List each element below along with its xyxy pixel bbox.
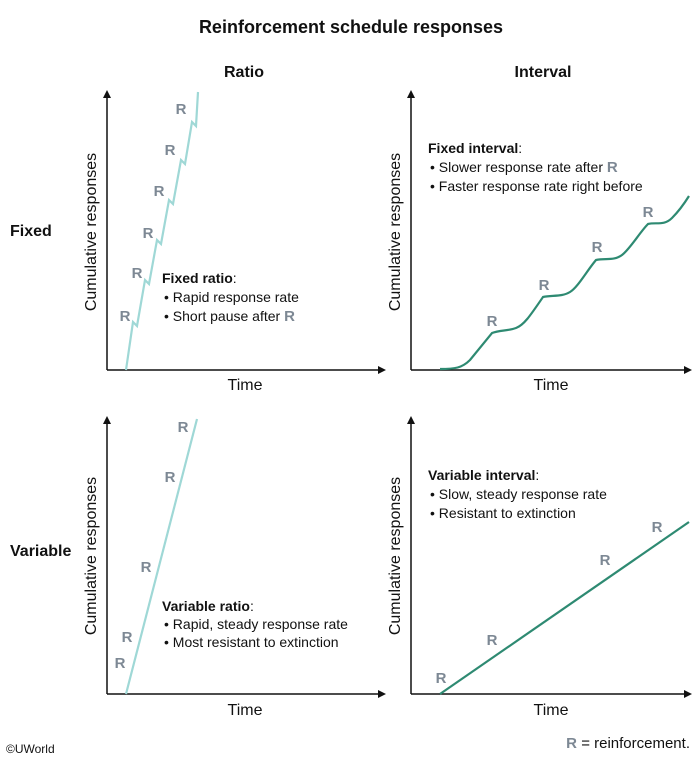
reinforcement-marker: R (436, 670, 447, 687)
reinforcement-marker: R (600, 552, 611, 569)
reinforcement-marker: R (154, 183, 165, 200)
note-heading: Fixed interval: (428, 140, 522, 156)
reinforcement-marker: R (643, 204, 654, 221)
note-heading: Variable ratio: (162, 598, 254, 614)
reinforcement-marker: R (122, 629, 133, 646)
column-header-interval: Interval (515, 64, 572, 81)
x-axis-label: Time (228, 702, 263, 719)
y-axis-label: Cumulative responses (387, 477, 404, 635)
variable-interval-line (439, 521, 690, 695)
reinforcement-marker: R (141, 559, 152, 576)
note-bullet: • Most resistant to extinction (164, 634, 339, 650)
reinforcement-marker: R (178, 419, 189, 436)
reinforcement-marker: R (165, 469, 176, 486)
row-header-fixed: Fixed (10, 223, 52, 240)
reinforcement-marker: R (143, 225, 154, 242)
reinforcement-marker: R (487, 313, 498, 330)
variable-ratio-line (124, 418, 199, 695)
note-bullet: • Slow, steady response rate (430, 486, 607, 502)
panel-fixed-interval: Time Cumulative responses R R R R Fixed … (387, 90, 692, 394)
reinforcement-marker: R (592, 239, 603, 256)
y-axis-label: Cumulative responses (83, 153, 100, 311)
note-bullet: • Short pause after R (164, 308, 295, 325)
fixed-ratio-curve (124, 91, 200, 371)
reinforcement-marker: R (115, 655, 126, 672)
reinforcement-marker: R (120, 308, 131, 325)
note-bullet: • Rapid, steady response rate (164, 616, 348, 632)
x-axis-label: Time (228, 377, 263, 394)
y-axis-label: Cumulative responses (387, 153, 404, 311)
reinforcement-marker: R (487, 632, 498, 649)
panel-fixed-ratio: Time Cumulative responses R R R R R R Fi… (83, 90, 386, 394)
legend: R = reinforcement. (566, 735, 690, 752)
fixed-interval-curve (439, 195, 690, 371)
row-header-variable: Variable (10, 543, 71, 560)
note-heading: Fixed ratio: (162, 270, 237, 286)
column-header-ratio: Ratio (224, 64, 264, 81)
note-bullet: • Rapid response rate (164, 289, 299, 305)
note-bullet: • Slower response rate after R (430, 159, 618, 176)
note-heading: Variable interval: (428, 467, 539, 483)
note-bullet: • Faster response rate right before (430, 178, 643, 194)
x-axis-label: Time (534, 702, 569, 719)
reinforcement-marker: R (176, 101, 187, 118)
reinforcement-marker: R (539, 277, 550, 294)
panel-variable-ratio: Time Cumulative responses R R R R R Vari… (83, 416, 386, 719)
page-title: Reinforcement schedule responses (199, 17, 503, 37)
y-axis-label: Cumulative responses (83, 477, 100, 635)
reinforcement-marker: R (652, 519, 663, 536)
note-bullet: • Resistant to extinction (430, 505, 576, 521)
credit: ©UWorld (6, 742, 55, 756)
reinforcement-marker: R (165, 142, 176, 159)
reinforcement-marker: R (132, 265, 143, 282)
panel-variable-interval: Time Cumulative responses R R R R Variab… (387, 416, 692, 719)
x-axis-label: Time (534, 377, 569, 394)
